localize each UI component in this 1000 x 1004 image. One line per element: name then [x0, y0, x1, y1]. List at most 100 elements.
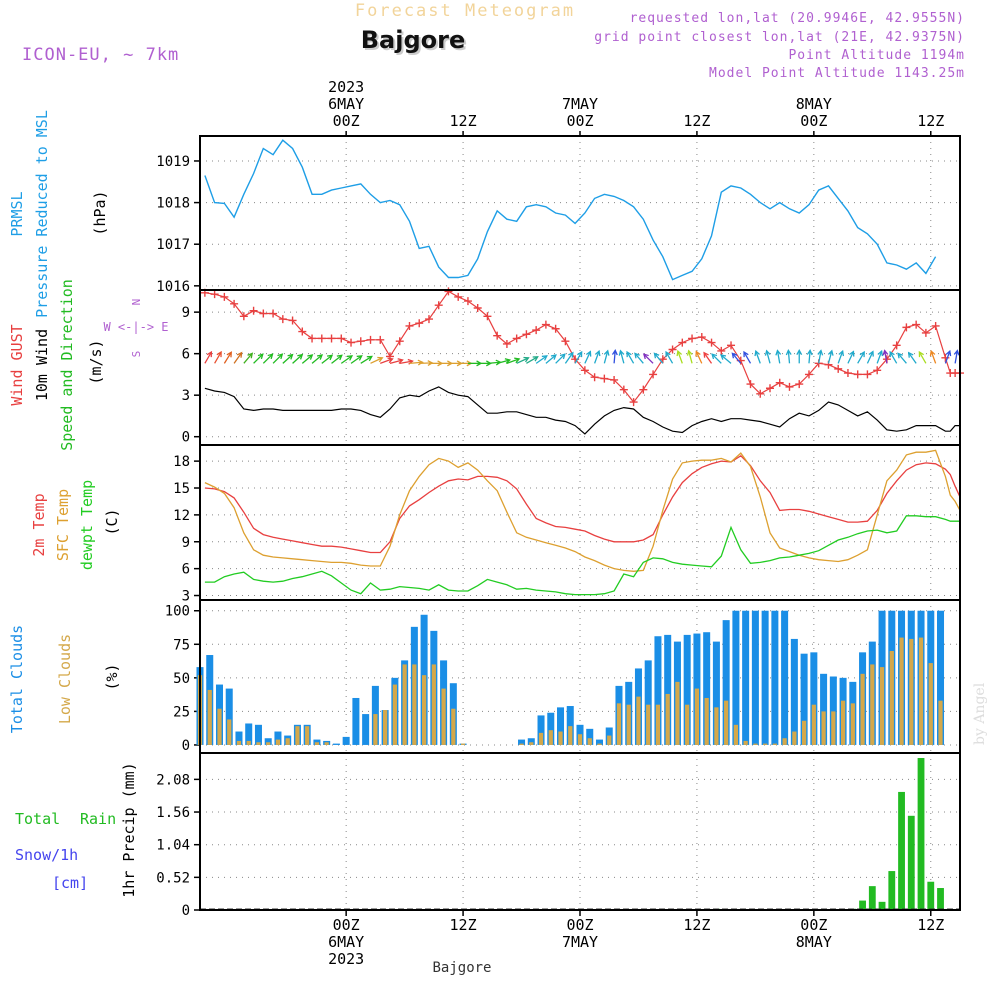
clouds-ytick-label: 0 [182, 738, 190, 754]
gust-point [396, 337, 404, 345]
gust-point [542, 321, 550, 329]
top-tick-label: 12Z [917, 112, 944, 130]
low-cloud-bar [247, 741, 251, 745]
gust-point [376, 336, 384, 344]
gust-point [932, 322, 940, 330]
low-cloud-bar [695, 689, 699, 745]
low-cloud-bar [256, 742, 260, 745]
precip-unit: 1hr Precip (mm) [120, 762, 138, 897]
gust-point [308, 334, 316, 342]
low-cloud-bar [734, 725, 738, 745]
bottom-tick-label: 7MAY [562, 933, 598, 951]
gust-point [863, 370, 871, 378]
top-tick-label: 00Z [566, 112, 593, 130]
top-tick-label: 12Z [450, 112, 477, 130]
rain-bar [937, 888, 944, 910]
gust-point [435, 301, 443, 309]
low-cloud-bar [851, 703, 855, 745]
location-title-front: Bajgore [361, 26, 466, 54]
top-tick-label: 7MAY [562, 95, 598, 113]
low-cloud-bar [763, 744, 767, 745]
gust-point [454, 293, 462, 301]
pressure-ytick-label: 1016 [156, 279, 190, 295]
low-cloud-bar [880, 667, 884, 745]
wind-label: 10m Wind [33, 329, 51, 401]
low-cloud-bar [383, 710, 387, 745]
low-cloud-bar [890, 651, 894, 745]
low-cloud-bar [919, 638, 923, 745]
low-cloud-bar [607, 736, 611, 745]
wind-speed-line [205, 387, 960, 434]
gust-point [776, 379, 784, 387]
low-cloud-bar [568, 726, 572, 745]
temperature-ytick-label: 3 [182, 589, 190, 605]
precip-ytick-label: 0 [182, 903, 190, 919]
gust-point [532, 326, 540, 334]
gust-point [259, 310, 267, 318]
gust-line [205, 291, 960, 402]
gust-point [513, 334, 521, 342]
low-cloud-bar [831, 711, 835, 745]
low-cloud-bar [724, 701, 728, 745]
total-cloud-bar [752, 611, 759, 745]
precip-label-total: Total [15, 810, 60, 828]
wind-ytick-label: 6 [182, 347, 190, 363]
low-cloud-bar [315, 742, 319, 745]
info-line-point-altitude: Point Altitude 1194m [788, 48, 965, 63]
total-cloud-bar [343, 737, 350, 745]
precip-ytick-label: 1.56 [156, 805, 190, 821]
gust-point [347, 339, 355, 347]
clouds-label: Low Clouds [56, 634, 74, 724]
top-tick-label: 2023 [328, 78, 364, 96]
gust-point [766, 384, 774, 392]
sfc-temp-line [205, 450, 960, 571]
bottom-tick-label: 12Z [917, 916, 944, 934]
low-cloud-bar [393, 685, 397, 745]
gust-point [834, 365, 842, 373]
low-cloud-bar [539, 733, 543, 745]
gust-point [405, 322, 413, 330]
total-cloud-bar [791, 639, 798, 745]
low-cloud-bar [714, 707, 718, 745]
low-cloud-bar [373, 714, 377, 745]
wind-label: Speed and Direction [58, 279, 76, 451]
gust-point [785, 383, 793, 391]
low-cloud-bar [412, 664, 416, 745]
gust-point [211, 290, 219, 298]
gust-point [415, 319, 423, 327]
gust-point [844, 369, 852, 377]
clouds-ytick-label: 100 [165, 604, 190, 620]
gust-point [269, 310, 277, 318]
total-cloud-bar [255, 725, 262, 745]
low-cloud-bar [276, 740, 280, 745]
bottom-tick-label: 00Z [566, 916, 593, 934]
clouds-label: Total Clouds [8, 625, 26, 733]
low-cloud-bar [744, 741, 748, 745]
gust-point [727, 341, 735, 349]
low-cloud-bar [705, 698, 709, 745]
precip-label-snow: Snow/1h [15, 846, 78, 864]
gust-point [854, 370, 862, 378]
compass-north: N [130, 299, 143, 306]
low-cloud-bar [519, 744, 523, 745]
low-cloud-bar [685, 705, 689, 745]
temperature-unit: (C) [103, 508, 121, 535]
low-cloud-bar [636, 697, 640, 745]
bottom-tick-label: 12Z [683, 916, 710, 934]
info-line-model-altitude: Model Point Altitude 1143.25m [709, 66, 965, 81]
wind-ytick-label: 3 [182, 388, 190, 404]
rain-bar [927, 882, 934, 910]
low-cloud-bar [929, 663, 933, 745]
low-cloud-bar [217, 709, 221, 745]
low-cloud-bar [870, 664, 874, 745]
low-cloud-bar [646, 705, 650, 745]
temperature-ytick-label: 9 [182, 535, 190, 551]
bottom-tick-label: 00Z [333, 916, 360, 934]
precip-ytick-label: 1.04 [156, 838, 190, 854]
